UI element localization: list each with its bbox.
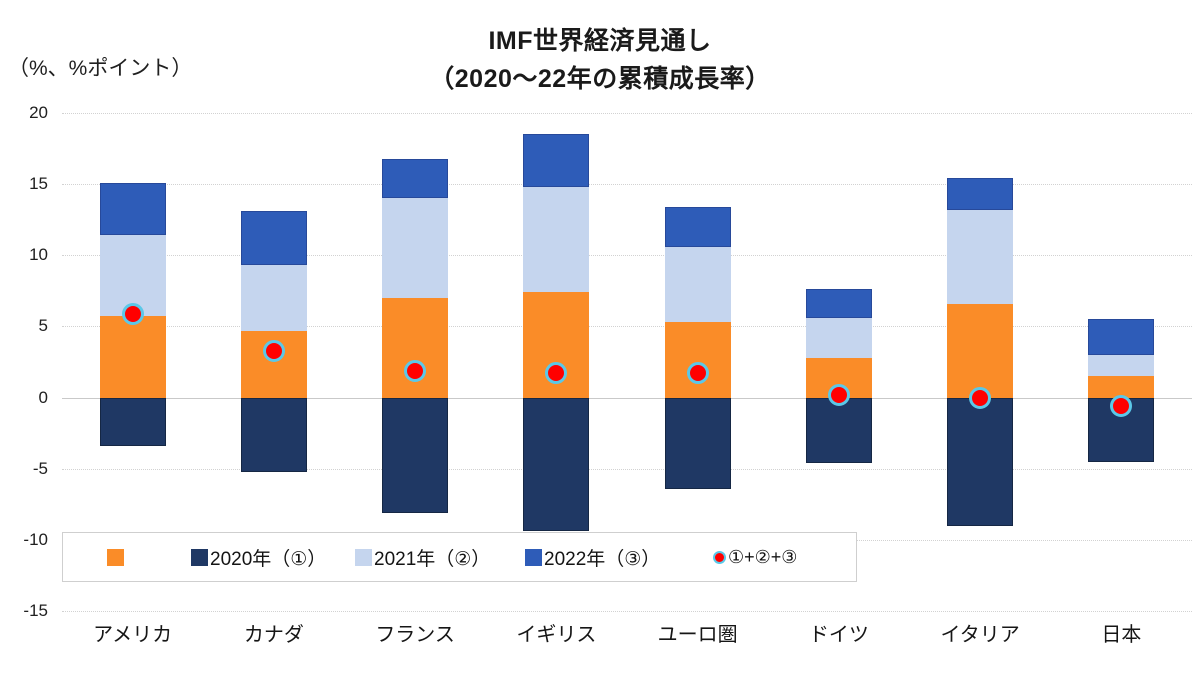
bar-series bbox=[62, 113, 1192, 611]
total-marker-dot[interactable] bbox=[545, 362, 568, 385]
chart-legend: 2020年（①） 2021年（②） 2022年（③） ①+②+③ bbox=[62, 532, 857, 582]
bar-segment-2021[interactable] bbox=[523, 186, 590, 293]
bar-segment-2022[interactable] bbox=[664, 206, 731, 247]
bar-segment-2021[interactable] bbox=[805, 317, 872, 358]
gridline bbox=[62, 326, 1192, 328]
bar-segment-2020[interactable] bbox=[805, 397, 872, 463]
legend-swatch-icon bbox=[525, 548, 542, 566]
y-axis-tick-label: -5 bbox=[32, 458, 48, 478]
total-marker-dot[interactable] bbox=[121, 302, 144, 325]
y-axis-tick-label: -10 bbox=[23, 529, 48, 549]
x-axis-label-1: カナダ bbox=[243, 624, 304, 646]
bar-segment-2022[interactable] bbox=[805, 289, 872, 318]
y-axis-tick-label: 15 bbox=[29, 174, 48, 194]
bar-segment-2022[interactable] bbox=[240, 211, 307, 266]
gridline bbox=[62, 184, 1192, 186]
bar-segment-2022[interactable] bbox=[1088, 319, 1155, 355]
bar-segment-2021[interactable] bbox=[947, 209, 1014, 304]
y-axis-unit-label: （%、%ポイント） bbox=[8, 57, 193, 80]
bar-group[interactable] bbox=[240, 113, 307, 611]
bar-segment-2021[interactable] bbox=[1088, 354, 1155, 377]
x-axis-label-0: アメリカ bbox=[93, 624, 173, 646]
total-marker-dot[interactable] bbox=[1110, 395, 1133, 418]
bar-segment-2020-positive[interactable] bbox=[99, 316, 166, 398]
bar-segment-2020[interactable] bbox=[947, 397, 1014, 526]
legend-item-3[interactable]: 2022年（③） bbox=[525, 544, 660, 571]
bar-segment-2020[interactable] bbox=[664, 397, 731, 489]
y-axis-ticks: 20 15 10 5 0 -5 -10 -15 bbox=[0, 103, 54, 620]
gridline bbox=[62, 255, 1192, 257]
bar-group[interactable] bbox=[99, 113, 166, 611]
bar-group[interactable] bbox=[805, 113, 872, 611]
bar-segment-2021[interactable] bbox=[240, 265, 307, 331]
legend-item-0[interactable] bbox=[107, 548, 124, 566]
bar-segment-2020-positive[interactable] bbox=[382, 297, 449, 398]
bar-group[interactable] bbox=[523, 113, 590, 611]
x-axis-label-7: 日本 bbox=[1101, 624, 1142, 646]
x-axis-labels: アメリカ カナダ フランス イギリス ユーロ圏 ドイツ イタリア 日本 bbox=[62, 618, 1192, 664]
legend-swatch-icon bbox=[355, 548, 372, 566]
x-axis-label-3: イギリス bbox=[516, 624, 597, 646]
legend-label: 2022年（③） bbox=[544, 548, 661, 570]
total-marker-dot[interactable] bbox=[969, 386, 992, 409]
bar-group[interactable] bbox=[947, 113, 1014, 611]
bar-segment-2022[interactable] bbox=[947, 178, 1014, 210]
x-axis-label-2: フランス bbox=[375, 624, 455, 646]
plot-area bbox=[62, 113, 1192, 612]
gridline bbox=[62, 468, 1192, 470]
legend-red-dot-icon bbox=[713, 550, 726, 564]
bar-segment-2020[interactable] bbox=[99, 397, 166, 446]
bar-segment-2020[interactable] bbox=[240, 397, 307, 472]
bar-group[interactable] bbox=[382, 113, 449, 611]
zero-line bbox=[62, 397, 1192, 399]
gridline bbox=[62, 113, 1192, 114]
legend-item-1[interactable]: 2020年（①） bbox=[191, 544, 326, 571]
bar-group[interactable] bbox=[664, 113, 731, 611]
x-axis-label-5: ドイツ bbox=[808, 624, 869, 646]
bar-segment-2022[interactable] bbox=[523, 134, 590, 187]
y-axis-tick-label: 10 bbox=[29, 245, 48, 265]
legend-label: ①+②+③ bbox=[728, 546, 798, 567]
total-marker-dot[interactable] bbox=[686, 362, 709, 385]
legend-label: 2021年（②） bbox=[374, 548, 491, 570]
legend-item-4[interactable]: ①+②+③ bbox=[713, 547, 797, 568]
y-axis-tick-label: 5 bbox=[38, 316, 48, 336]
bar-segment-2021[interactable] bbox=[382, 198, 449, 298]
bar-segment-2020[interactable] bbox=[523, 397, 590, 532]
bar-segment-2020[interactable] bbox=[382, 397, 449, 513]
bar-segment-2022[interactable] bbox=[99, 182, 166, 236]
bar-group[interactable] bbox=[1088, 113, 1155, 611]
bar-segment-2021[interactable] bbox=[664, 246, 731, 323]
bar-segment-2022[interactable] bbox=[382, 158, 449, 199]
legend-swatch-icon bbox=[191, 548, 208, 566]
y-axis-tick-label: 0 bbox=[38, 387, 48, 407]
y-axis-tick-label: -15 bbox=[23, 601, 48, 620]
total-marker-dot[interactable] bbox=[827, 383, 850, 406]
legend-item-2[interactable]: 2021年（②） bbox=[355, 544, 490, 571]
legend-swatch-icon bbox=[107, 548, 124, 566]
total-marker-dot[interactable] bbox=[262, 339, 285, 362]
x-axis-label-6: イタリア bbox=[940, 624, 1020, 646]
bar-segment-2020-positive[interactable] bbox=[947, 303, 1014, 398]
legend-label: 2020年（①） bbox=[210, 548, 327, 570]
x-axis-label-4: ユーロ圏 bbox=[657, 624, 738, 646]
total-marker-dot[interactable] bbox=[404, 359, 427, 382]
gridline bbox=[62, 611, 1192, 612]
bar-segment-2020-positive[interactable] bbox=[664, 322, 731, 398]
y-axis-tick-label: 20 bbox=[29, 103, 48, 122]
